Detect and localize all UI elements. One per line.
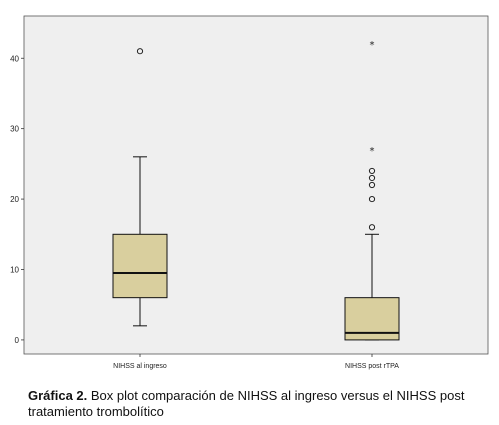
caption-text: Box plot comparación de NIHSS al ingreso… — [28, 388, 465, 419]
outlier-circle — [368, 167, 376, 175]
y-axis: 0 10 20 30 40 — [10, 54, 24, 345]
y-tick-label: 40 — [10, 54, 19, 63]
caption-label: Gráfica 2. — [28, 388, 88, 403]
y-tick-label: 20 — [10, 195, 19, 204]
extreme-star: * — [370, 146, 375, 157]
box-plot-chart: 0 10 20 30 40 NIHSS al ingreso NIHSS post rTP… — [10, 15, 489, 370]
plot-area — [23, 15, 489, 355]
box-1 — [112, 48, 168, 327]
extreme-star: * — [370, 40, 375, 51]
outlier-circle — [368, 195, 376, 203]
y-tick-label: 30 — [10, 125, 19, 134]
boxes: ** — [112, 40, 400, 341]
x-tick-label: NIHSS al ingreso — [113, 363, 167, 370]
y-tick-label: 10 — [10, 266, 19, 275]
outlier-circle — [368, 174, 376, 182]
outlier-circle — [368, 181, 376, 189]
box-2: ** — [344, 40, 400, 341]
interquartile-box — [112, 233, 168, 299]
outlier-circle — [368, 224, 376, 231]
figure-caption: Gráfica 2. Box plot comparación de NIHSS… — [28, 388, 478, 420]
x-tick-label: NIHSS post rTPA — [345, 363, 399, 370]
y-tick-label: 0 — [15, 336, 20, 345]
x-axis: NIHSS al ingreso NIHSS post rTPA — [113, 354, 399, 370]
outlier-circle — [136, 48, 144, 55]
